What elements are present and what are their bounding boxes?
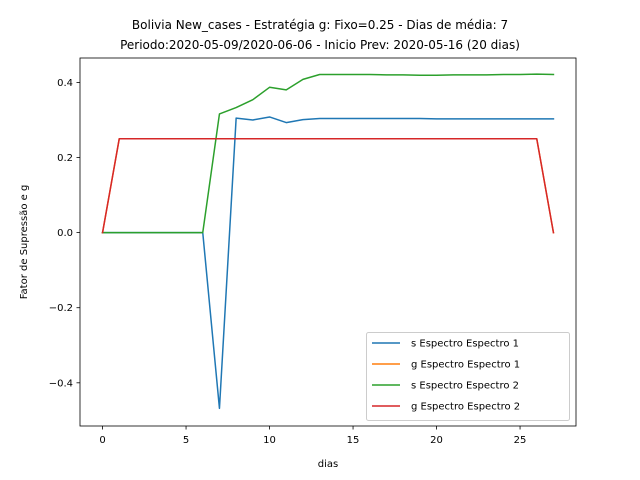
legend: s Espectro Espectro 1 g Espectro Espectro…: [366, 332, 570, 421]
series-line-3: [101, 73, 555, 234]
legend-frame: [366, 332, 570, 421]
x-tick-label: 25: [514, 435, 527, 446]
legend-label-4: g Espectro Espectro 2: [411, 402, 520, 413]
ticks-layer: 0 5 10 15 20 25 −0.4 −0.2 0.0 0.2 0.4: [49, 78, 527, 446]
x-tick-label: 0: [99, 435, 105, 446]
x-tick-label: 10: [263, 435, 276, 446]
legend-label-3: s Espectro Espectro 2: [411, 381, 519, 392]
y-tick-label: 0.0: [57, 228, 73, 239]
plot-frame: [79, 57, 577, 427]
legend-label-1: s Espectro Espectro 1: [411, 339, 519, 350]
chart-title: Bolivia New_cases - Estratégia g: Fixo=0…: [132, 18, 508, 32]
legend-label-2: g Espectro Espectro 1: [411, 360, 520, 371]
x-tick-label: 15: [347, 435, 360, 446]
x-axis-label: dias: [318, 459, 338, 470]
series-layer: [101, 73, 555, 410]
chart-subtitle: Periodo:2020-05-09/2020-06-06 - Inicio P…: [120, 38, 520, 52]
y-tick-label: 0.4: [57, 78, 73, 89]
series-line-4: [101, 137, 555, 234]
y-axis-label: Fator de Supressão e g: [19, 185, 30, 300]
y-tick-label: −0.4: [49, 378, 73, 389]
y-tick-label: 0.2: [57, 153, 73, 164]
y-tick-label: −0.2: [49, 303, 73, 314]
x-tick-label: 5: [183, 435, 189, 446]
x-tick-label: 20: [430, 435, 443, 446]
